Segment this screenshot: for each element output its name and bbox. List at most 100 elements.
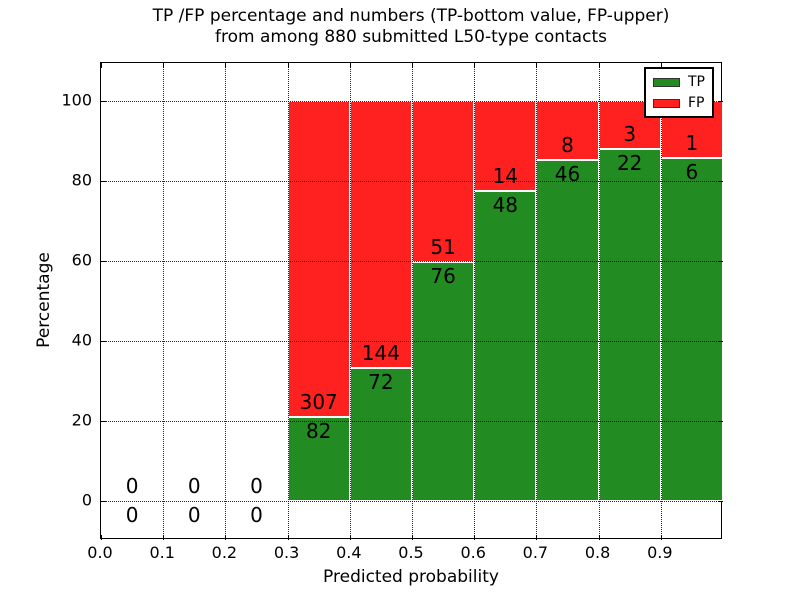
horizontal-gridline	[101, 421, 723, 422]
plot-area: 0 0 0 0 0 0 307 82 144 72 51 76 14 48 8 46 3 22 1 6	[100, 62, 723, 540]
x-tick-label: 0.6	[460, 543, 486, 562]
fp-count-label: 0	[250, 474, 263, 498]
y-tick-mark-right	[718, 341, 723, 342]
fp-count-label: 0	[187, 474, 201, 498]
fp-count-label: 307	[299, 389, 338, 414]
x-tick-mark	[598, 535, 600, 540]
horizontal-gridline	[101, 261, 723, 262]
y-tick-mark-right	[718, 101, 723, 102]
x-tick-label: 0.9	[647, 543, 673, 562]
legend-label-tp: TP	[688, 74, 705, 90]
horizontal-gridline	[101, 101, 723, 102]
x-tick-label: 0.7	[522, 543, 549, 562]
x-tick-mark	[474, 535, 476, 540]
y-tick-mark-right	[718, 181, 723, 182]
x-tick-label: 0.5	[398, 543, 424, 562]
horizontal-gridline	[101, 501, 723, 502]
x-tick-mark-top	[225, 63, 227, 68]
fp-count-label: 0	[125, 474, 139, 498]
vertical-gridline	[598, 63, 600, 540]
y-tick-mark	[101, 421, 106, 422]
tp-count-label: 48	[492, 193, 519, 218]
vertical-gridline	[349, 63, 351, 540]
tp-count-label: 6	[685, 160, 699, 185]
tp-color-swatch	[653, 77, 680, 87]
x-tick-mark-top	[474, 63, 476, 68]
x-tick-mark	[660, 535, 662, 540]
y-tick-mark-right	[718, 421, 723, 422]
x-tick-mark	[287, 535, 289, 540]
x-tick-mark-top	[349, 63, 351, 68]
x-tick-label: 0.3	[273, 543, 300, 562]
fp-bar-segment	[287, 101, 350, 417]
tp-count-label: 0	[250, 503, 263, 527]
x-tick-label: 0.1	[149, 543, 175, 562]
tp-count-label: 0	[125, 503, 139, 527]
x-tick-mark-top	[287, 63, 289, 68]
fp-bar-segment	[474, 101, 537, 192]
x-tick-label: 0.2	[211, 543, 238, 562]
x-axis-label: Predicted probability	[323, 567, 499, 587]
y-tick-label: 80	[71, 170, 92, 190]
tp-count-label: 82	[305, 418, 332, 443]
x-tick-label: 0.0	[87, 543, 113, 562]
chart-title: TP /FP percentage and numbers (TP-bottom…	[153, 6, 670, 48]
y-tick-label: 20	[71, 410, 92, 430]
tp-count-label: 76	[430, 263, 456, 288]
tp-bar-segment	[349, 367, 412, 501]
horizontal-gridline	[101, 181, 723, 182]
x-tick-mark-top	[101, 63, 102, 68]
legend-item-tp: TP	[653, 75, 705, 89]
tp-bar-segment	[660, 158, 723, 501]
fp-count-label: 8	[561, 133, 574, 158]
tp-bar-segment	[598, 149, 661, 501]
tp-count-label: 46	[554, 162, 581, 187]
x-tick-mark-top	[412, 63, 413, 68]
chart-title-line2: from among 880 submitted L50-type contac…	[215, 27, 607, 47]
x-tick-mark-top	[536, 63, 538, 68]
fp-bar-segment	[349, 101, 412, 368]
chart-title-line1: TP /FP percentage and numbers (TP-bottom…	[152, 6, 670, 26]
tp-count-label: 22	[616, 151, 643, 175]
tp-count-label: 72	[368, 369, 394, 394]
vertical-gridline	[536, 63, 538, 540]
vertical-gridline	[225, 63, 227, 540]
vertical-gridline	[474, 63, 476, 540]
y-tick-mark	[101, 501, 106, 502]
fp-count-label: 3	[623, 122, 637, 146]
y-tick-mark	[101, 101, 106, 102]
x-tick-label: 0.8	[584, 543, 611, 562]
y-tick-label: 40	[71, 330, 92, 350]
fp-count-label: 144	[361, 340, 400, 365]
x-tick-mark	[163, 535, 165, 540]
y-tick-mark	[101, 341, 106, 342]
y-tick-mark	[101, 261, 106, 262]
x-tick-mark-top	[598, 63, 600, 68]
tp-bar-segment	[474, 191, 537, 501]
y-tick-label: 100	[61, 90, 92, 110]
vertical-gridline	[412, 63, 413, 540]
y-tick-label: 60	[71, 250, 92, 270]
tp-count-label: 0	[187, 503, 201, 527]
x-tick-mark-top	[163, 63, 165, 68]
fp-color-swatch	[653, 98, 680, 108]
vertical-gridline	[287, 63, 289, 540]
legend-box: TP FP	[644, 67, 714, 118]
vertical-gridline	[660, 63, 662, 540]
x-tick-mark	[412, 535, 413, 540]
horizontal-gridline	[101, 341, 723, 342]
vertical-gridline	[163, 63, 165, 540]
x-tick-mark	[225, 535, 227, 540]
y-tick-mark	[101, 181, 106, 182]
y-tick-mark-right	[718, 261, 723, 262]
x-tick-label: 0.4	[336, 543, 362, 562]
fp-count-label: 14	[492, 164, 519, 189]
tp-bar-segment	[412, 261, 475, 501]
y-tick-mark-right	[718, 501, 723, 502]
x-tick-mark	[349, 535, 351, 540]
x-tick-mark-top	[660, 63, 662, 68]
x-tick-mark	[536, 535, 538, 540]
fp-count-label: 1	[685, 131, 699, 156]
legend-label-fp: FP	[688, 95, 705, 111]
